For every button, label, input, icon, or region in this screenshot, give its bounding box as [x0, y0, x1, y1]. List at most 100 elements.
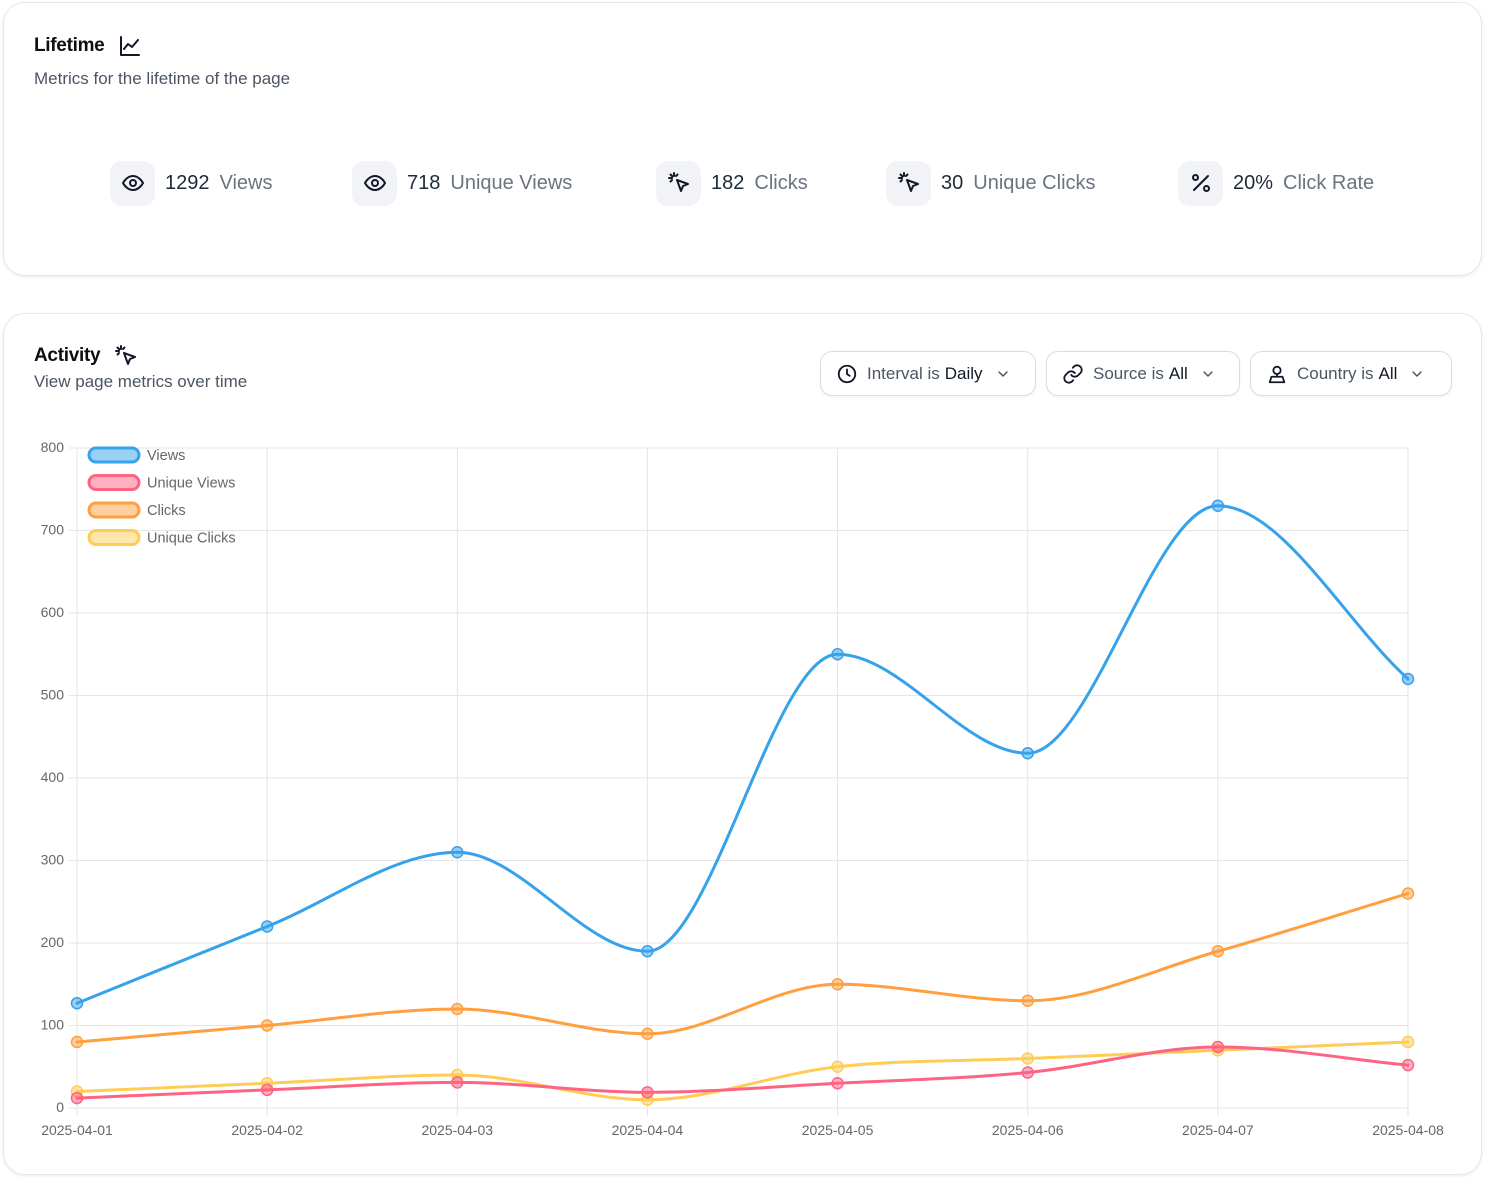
- cursor-click-icon: [886, 160, 931, 206]
- activity-title-row: Activity: [34, 344, 138, 368]
- data-point-clicks: [641, 1027, 654, 1040]
- cursor-click-icon: [114, 344, 138, 368]
- data-point-unique-views: [641, 1086, 654, 1099]
- line-chart-icon: [118, 34, 142, 58]
- lifetime-title: Lifetime: [34, 35, 105, 56]
- legend-label: Unique Clicks: [147, 531, 236, 547]
- cursor-click-icon: [656, 160, 701, 206]
- y-tick-label: 400: [41, 769, 65, 785]
- legend-label: Views: [147, 448, 185, 464]
- y-tick-label: 200: [41, 934, 65, 950]
- metric-value: 20%: [1233, 171, 1274, 194]
- metric-click-rate: 20% Click Rate: [1178, 160, 1374, 206]
- filter-key: Source is: [1093, 363, 1164, 383]
- metric-unique-clicks: 30 Unique Clicks: [886, 160, 1096, 206]
- data-point-unique-views: [1021, 1066, 1034, 1079]
- data-point-clicks: [1211, 945, 1225, 958]
- source-filter-button[interactable]: Source is All: [1046, 351, 1240, 396]
- country-filter-button[interactable]: Country is All: [1250, 351, 1452, 396]
- legend-swatch: [87, 474, 141, 491]
- data-point-views: [260, 920, 274, 933]
- data-point-views: [641, 945, 654, 958]
- filter-value: All: [1168, 363, 1188, 383]
- chevron-down-icon: [1409, 366, 1425, 382]
- legend-label: Clicks: [147, 503, 186, 519]
- percent-icon: [1178, 160, 1223, 206]
- link-icon: [1062, 363, 1084, 385]
- x-tick-label: 2025-04-04: [612, 1122, 684, 1138]
- data-point-views: [1021, 747, 1034, 760]
- x-tick-label: 2025-04-02: [231, 1122, 303, 1138]
- legend-swatch: [87, 529, 141, 546]
- data-point-unique-views: [1401, 1058, 1415, 1072]
- data-point-unique-clicks: [1021, 1052, 1034, 1065]
- metric-label: Unique Views: [450, 171, 573, 194]
- data-point-unique-clicks: [1401, 1035, 1415, 1049]
- chevron-down-icon: [1200, 366, 1216, 382]
- eye-icon: [352, 160, 397, 206]
- metric-label: Views: [219, 171, 273, 194]
- data-point-clicks: [1021, 994, 1034, 1007]
- metric-label: Click Rate: [1283, 171, 1375, 194]
- metric-value: 1292: [165, 171, 210, 194]
- x-tick-label: 2025-04-06: [992, 1122, 1064, 1138]
- data-point-clicks: [451, 1002, 464, 1016]
- y-tick-label: 500: [41, 687, 65, 703]
- data-point-clicks: [1401, 887, 1415, 900]
- filter-key: Interval is: [867, 363, 940, 383]
- activity-card: Activity View page metrics over time Int…: [3, 313, 1482, 1175]
- metric-value: 718: [407, 171, 441, 194]
- data-point-views: [70, 996, 84, 1010]
- legend-label: Unique Views: [147, 476, 235, 492]
- data-point-clicks: [260, 1019, 274, 1032]
- y-tick-label: 0: [56, 1099, 64, 1115]
- lifetime-card: Lifetime Metrics for the lifetime of the…: [3, 2, 1482, 276]
- filter-key: Country is: [1297, 363, 1374, 383]
- metric-unique-views: 718 Unique Views: [352, 160, 572, 206]
- x-tick-label: 2025-04-08: [1372, 1122, 1444, 1138]
- y-tick-label: 700: [41, 522, 65, 538]
- filter-value: All: [1378, 363, 1398, 383]
- data-point-unique-views: [70, 1091, 84, 1105]
- x-tick-label: 2025-04-07: [1182, 1122, 1254, 1138]
- activity-subtitle: View page metrics over time: [34, 372, 248, 391]
- lifetime-subtitle: Metrics for the lifetime of the page: [34, 69, 291, 88]
- series-line-clicks: [75, 892, 1410, 1044]
- metric-label: Unique Clicks: [973, 171, 1096, 194]
- data-point-clicks: [70, 1035, 84, 1049]
- data-point-views: [451, 846, 464, 859]
- legend-swatch: [87, 501, 141, 519]
- y-tick-label: 100: [41, 1017, 65, 1033]
- data-point-unique-views: [1211, 1040, 1225, 1054]
- data-point-unique-views: [831, 1077, 844, 1090]
- y-tick-label: 800: [41, 439, 65, 455]
- x-tick-label: 2025-04-01: [41, 1122, 113, 1138]
- metric-label: Clicks: [754, 171, 808, 194]
- y-tick-label: 600: [41, 604, 65, 620]
- user-pin-icon: [1266, 363, 1288, 385]
- data-point-views: [831, 648, 844, 661]
- x-tick-label: 2025-04-05: [802, 1122, 874, 1138]
- x-tick-label: 2025-04-03: [421, 1122, 493, 1138]
- metric-views: 1292 Views: [110, 160, 273, 206]
- metric-clicks: 182 Clicks: [656, 160, 808, 206]
- clock-icon: [836, 363, 858, 385]
- lifetime-title-row: Lifetime: [34, 34, 142, 58]
- data-point-unique-views: [451, 1076, 464, 1089]
- filter-value: Daily: [944, 363, 983, 383]
- series-line-unique-views: [75, 1045, 1410, 1100]
- metric-value: 30: [941, 171, 964, 194]
- eye-icon: [110, 160, 155, 206]
- data-point-views: [1211, 499, 1225, 512]
- data-point-unique-views: [260, 1083, 274, 1097]
- chevron-down-icon: [995, 366, 1011, 382]
- legend-swatch: [87, 446, 141, 464]
- y-tick-label: 300: [41, 852, 65, 868]
- activity-title: Activity: [34, 345, 101, 366]
- metric-value: 182: [711, 171, 745, 194]
- series-line-unique-clicks: [75, 1040, 1410, 1102]
- interval-filter-button[interactable]: Interval is Daily: [820, 351, 1036, 396]
- data-point-clicks: [831, 978, 844, 991]
- series-line-views: [75, 504, 1410, 1005]
